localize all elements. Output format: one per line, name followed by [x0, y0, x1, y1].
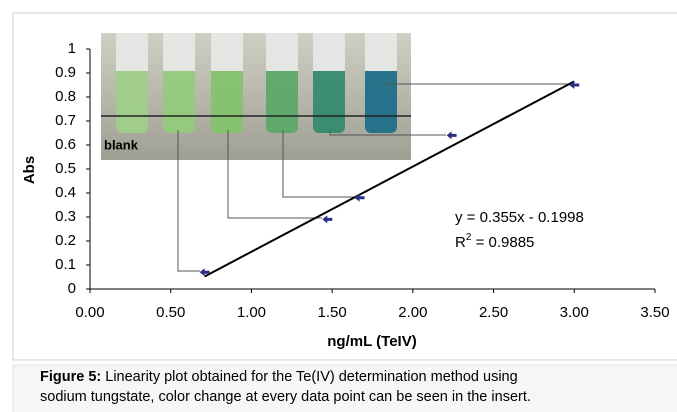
caption-line: sodium tungstate, color change at every …: [40, 389, 531, 405]
x-axis-title: ng/mL (TeIV): [327, 333, 416, 350]
y-tick-label: 0.6: [55, 136, 76, 153]
x-tick-label: 1.00: [237, 304, 266, 321]
y-tick-label: 0.8: [55, 88, 76, 105]
r-squared: R2 = 0.9885: [455, 232, 534, 251]
y-tick-label: 0.3: [55, 208, 76, 225]
y-tick-label: 0.7: [55, 112, 76, 129]
data-point: [199, 268, 210, 277]
r-symbol: R: [455, 234, 466, 251]
x-tick-label: 0.00: [75, 304, 104, 321]
y-axis-title: Abs: [21, 156, 38, 184]
caption-line: Figure 5: Linearity plot obtained for th…: [40, 369, 518, 385]
data-point: [446, 131, 457, 140]
x-tick-label: 3.50: [640, 304, 669, 321]
chart-frame: [12, 12, 677, 361]
pointer-arrows: [177, 83, 569, 272]
data-point: [569, 81, 580, 89]
x-tick-label: 2.00: [398, 304, 427, 321]
x-tick-label: 1.50: [318, 304, 347, 321]
insert-label: blank: [104, 137, 139, 152]
caption-text: Linearity plot obtained for the Te(IV) d…: [101, 369, 517, 385]
x-tick-label: 3.00: [560, 304, 589, 321]
r-superscript: 2: [466, 232, 472, 243]
caption-label: Figure 5:: [40, 369, 101, 385]
photo-insert: [101, 33, 411, 160]
y-tick-label: 0.2: [55, 232, 76, 249]
caption-box: [12, 364, 677, 412]
y-tick-label: 0.5: [55, 160, 76, 177]
trendline: [204, 80, 575, 278]
y-tick-label: 0.9: [55, 64, 76, 81]
x-tick-label: 0.50: [156, 304, 185, 321]
data-point: [322, 215, 333, 224]
x-tick-label: 2.50: [479, 304, 508, 321]
y-tick-label: 0.1: [55, 256, 76, 273]
y-tick-label: 0: [68, 280, 76, 297]
y-tick-label: 0.4: [55, 184, 76, 201]
equation: y = 0.355x - 0.1998: [455, 209, 584, 226]
data-point: [354, 193, 365, 202]
r-value: = 0.9885: [471, 234, 534, 251]
y-tick-label: 1: [68, 40, 76, 57]
